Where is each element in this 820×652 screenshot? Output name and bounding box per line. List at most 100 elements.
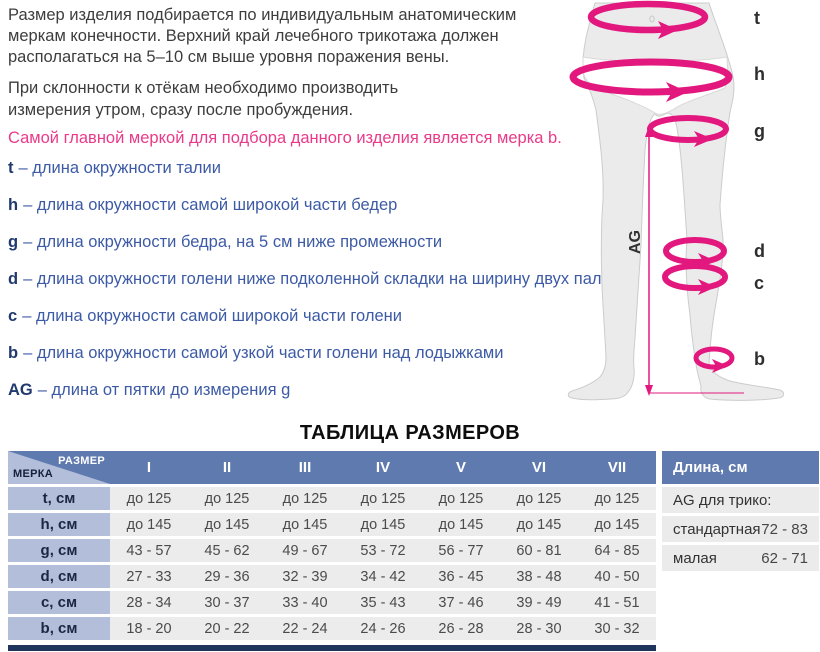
measurement-description: – длина окружности талии xyxy=(18,159,221,177)
length-panel-header: Длина, см xyxy=(662,451,819,484)
measure-row-label: d, см xyxy=(8,565,110,588)
measure-row-label: b, см xyxy=(8,617,110,640)
size-cell: 18 - 20 xyxy=(110,617,188,640)
size-column-header: V xyxy=(422,451,500,484)
size-cell: 41 - 51 xyxy=(578,591,656,614)
measurement-letter: AG xyxy=(8,381,33,399)
size-cell: 56 - 77 xyxy=(422,539,500,562)
intro-section: Размер изделия подбирается по индивидуал… xyxy=(8,0,820,408)
measurement-letter: d xyxy=(8,270,19,288)
b-circumference-arrow-icon xyxy=(693,346,735,373)
measurement-description: – длина окружности голени ниже подколенн… xyxy=(23,270,638,288)
measure-row-label: t, см xyxy=(8,487,110,510)
measurements-list: t – длина окружности талии h – длина окружн… xyxy=(8,158,638,401)
size-cell: до 125 xyxy=(188,487,266,510)
size-cell: 35 - 43 xyxy=(344,591,422,614)
corner-merka-label: МЕРКА xyxy=(13,468,53,480)
size-column-header: VII xyxy=(578,451,656,484)
size-cell: до 125 xyxy=(578,487,656,510)
length-row: малая 62 - 71 xyxy=(662,545,819,571)
size-cell: 60 - 81 xyxy=(500,539,578,562)
length-row-value: 72 - 83 xyxy=(761,520,808,538)
size-table-row: t, см до 125 до 125 до 125 до 125 до 125 до 12… xyxy=(8,487,656,510)
measure-row-label: g, см xyxy=(8,539,110,562)
size-cell: 27 - 33 xyxy=(110,565,188,588)
size-column-header: III xyxy=(266,451,344,484)
measurement-item: b – длина окружности самой узкой части го… xyxy=(8,343,638,364)
size-cell: 53 - 72 xyxy=(344,539,422,562)
size-table-head-row: РАЗМЕР МЕРКА I II III IV V VI VII xyxy=(8,451,656,484)
size-cell: 29 - 36 xyxy=(188,565,266,588)
size-table-row: g, см 43 - 57 45 - 62 49 - 67 53 - 72 56 - 77… xyxy=(8,539,656,562)
size-cell: до 125 xyxy=(110,487,188,510)
measurement-letter: c xyxy=(8,307,18,325)
size-cell: 36 - 45 xyxy=(422,565,500,588)
measurement-letter: g xyxy=(8,233,19,251)
size-cell: 28 - 34 xyxy=(110,591,188,614)
measurement-letter: t xyxy=(8,159,14,177)
size-cell: 45 - 62 xyxy=(188,539,266,562)
size-table-row: d, см 27 - 33 29 - 36 32 - 39 34 - 42 36 - 45… xyxy=(8,565,656,588)
length-panel: Длина, см AG для трико: стандартная 72 -… xyxy=(662,448,819,571)
length-row-label: малая xyxy=(673,549,717,567)
size-table-row: h, см до 145 до 145 до 145 до 145 до 145 до 14… xyxy=(8,513,656,536)
g-label: g xyxy=(754,121,765,141)
size-cell: до 125 xyxy=(344,487,422,510)
body-silhouette xyxy=(567,2,785,401)
size-cell: до 145 xyxy=(110,513,188,536)
intro-text-column: Размер изделия подбирается по индивидуал… xyxy=(8,0,638,417)
size-column-header: IV xyxy=(344,451,422,484)
b-label: b xyxy=(754,349,765,369)
measurement-letter: b xyxy=(8,344,19,362)
c-circumference-arrow-icon xyxy=(662,263,728,295)
measurement-description: – длина окружности самой узкой части гол… xyxy=(23,344,504,362)
corner-size-label: РАЗМЕР xyxy=(58,455,105,467)
measure-row-label: c, см xyxy=(8,591,110,614)
intro-paragraph-1: Размер изделия подбирается по индивидуал… xyxy=(8,6,517,66)
size-cell: до 145 xyxy=(344,513,422,536)
measure-row-label: h, см xyxy=(8,513,110,536)
size-cell: 38 - 48 xyxy=(500,565,578,588)
size-cell: до 125 xyxy=(266,487,344,510)
length-intro-row: AG для трико: xyxy=(662,487,819,513)
size-cell: до 145 xyxy=(266,513,344,536)
t-circumference-arrow-icon xyxy=(587,0,709,39)
key-measure-note: Самой главной меркой для подбора данного… xyxy=(8,129,562,147)
size-table: РАЗМЕР МЕРКА I II III IV V VI VII t, см до 125 д… xyxy=(8,448,656,643)
size-cell: до 125 xyxy=(422,487,500,510)
size-table-row: c, см 28 - 34 30 - 37 33 - 40 35 - 43 37 - 46… xyxy=(8,591,656,614)
size-cell: 22 - 24 xyxy=(266,617,344,640)
size-cell: до 145 xyxy=(422,513,500,536)
length-row-value: 62 - 71 xyxy=(761,549,808,567)
size-cell: 33 - 40 xyxy=(266,591,344,614)
navel-mark xyxy=(649,15,655,23)
size-cell: 49 - 67 xyxy=(266,539,344,562)
measurement-item: g – длина окружности бедра, на 5 см ниже … xyxy=(8,232,638,253)
measurement-item: t – длина окружности талии xyxy=(8,158,638,179)
measurement-description: – длина окружности самой широкой части б… xyxy=(23,196,398,214)
size-table-title: ТАБЛИЦА РАЗМЕРОВ xyxy=(299,422,521,444)
size-cell: 43 - 57 xyxy=(110,539,188,562)
h-circumference-arrow-icon xyxy=(569,58,733,102)
leg-measurement-diagram: AG t h g d c b xyxy=(558,0,820,408)
ag-label: AG xyxy=(627,230,644,254)
size-cell: 30 - 32 xyxy=(578,617,656,640)
size-cell: до 145 xyxy=(500,513,578,536)
length-row-label: стандартная xyxy=(673,520,761,538)
size-cell: 39 - 49 xyxy=(500,591,578,614)
size-cell: 34 - 42 xyxy=(344,565,422,588)
size-cell: 64 - 85 xyxy=(578,539,656,562)
size-cell: 28 - 30 xyxy=(500,617,578,640)
size-column-header: I xyxy=(110,451,188,484)
size-cell: до 145 xyxy=(188,513,266,536)
size-cell: 30 - 37 xyxy=(188,591,266,614)
size-cell: до 125 xyxy=(500,487,578,510)
intro-paragraph-2: При склонности к отёкам необходимо произ… xyxy=(8,79,399,119)
table-accent-bar xyxy=(8,645,656,651)
size-cell: 24 - 26 xyxy=(344,617,422,640)
c-label: c xyxy=(754,273,764,293)
measurement-item: d – длина окружности голени ниже подколен… xyxy=(8,269,638,290)
corner-cell: РАЗМЕР МЕРКА xyxy=(8,451,110,484)
size-table-body: t, см до 125 до 125 до 125 до 125 до 125 до 12… xyxy=(8,487,656,640)
size-cell: 32 - 39 xyxy=(266,565,344,588)
